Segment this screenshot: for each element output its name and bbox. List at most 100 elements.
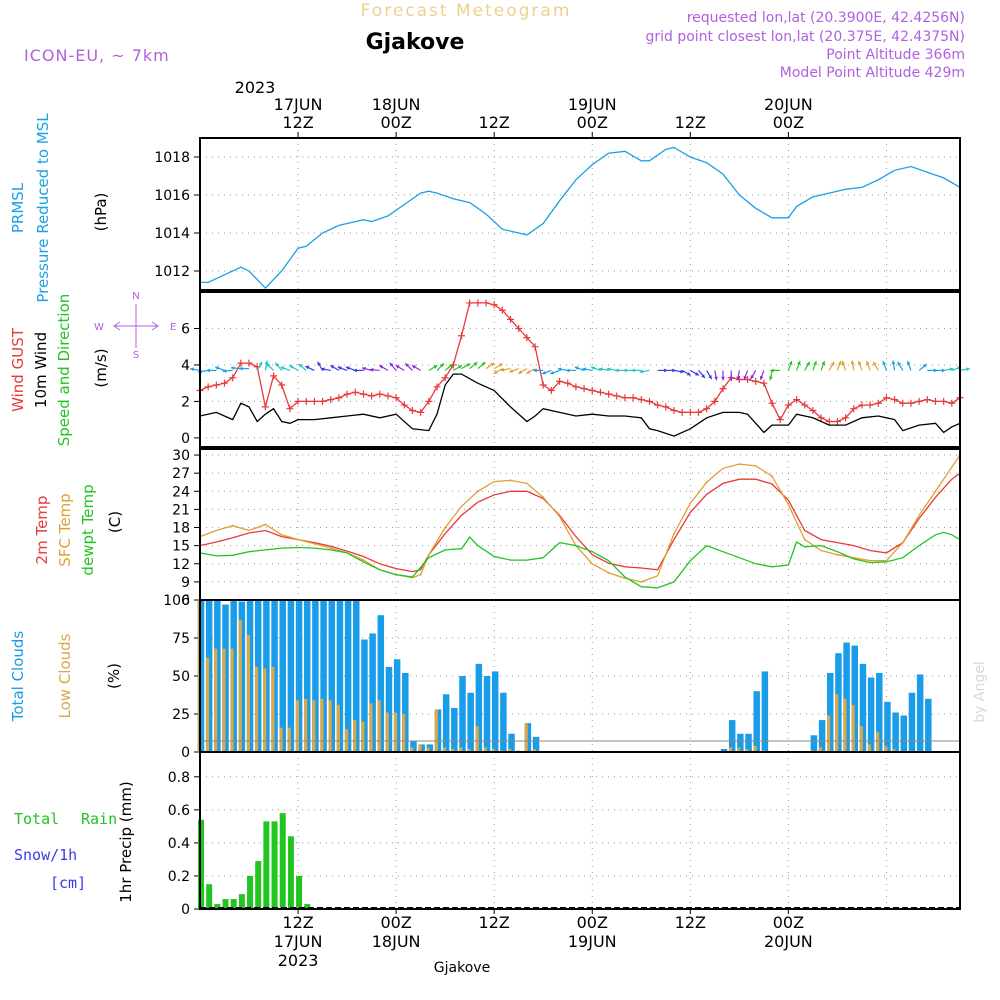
wind-arrow-head xyxy=(275,362,280,367)
total-cloud-bar xyxy=(876,672,883,752)
wind-arrow xyxy=(820,360,826,371)
gust-marker xyxy=(760,379,768,387)
low-cloud-bar xyxy=(271,666,275,752)
total-cloud-bar xyxy=(483,676,491,752)
wind-arrow xyxy=(206,368,217,373)
compass-w: W xyxy=(94,322,104,333)
gust-marker xyxy=(596,388,604,396)
gust-marker xyxy=(793,396,801,404)
wind-arrow-head xyxy=(330,365,335,369)
total-cloud-bar xyxy=(214,600,221,752)
bottom-date-label: 17JUN xyxy=(274,932,323,951)
total-cloud-bar xyxy=(491,671,499,752)
wind-arrow-head xyxy=(542,370,546,375)
low-cloud-bar xyxy=(728,747,733,752)
gust-marker xyxy=(694,408,702,416)
total-cloud-bar xyxy=(402,672,409,752)
low-cloud-bar xyxy=(737,747,741,752)
low-cloud-bar xyxy=(475,726,479,752)
wind-arrow-head xyxy=(837,361,842,365)
wind-arrow xyxy=(298,363,307,371)
gust-marker xyxy=(768,399,776,407)
bottom-hour-label: 00Z xyxy=(773,913,804,932)
wind-arrow xyxy=(436,362,445,371)
wind-label-gust: Wind GUST xyxy=(9,327,27,412)
wind-arrow-head xyxy=(623,368,627,373)
wind-arrow-head xyxy=(729,376,734,381)
gust-marker xyxy=(482,299,490,307)
sfc-temp-dot xyxy=(231,524,234,527)
gust-marker xyxy=(801,401,809,409)
bottom-hour-label: 00Z xyxy=(380,913,411,932)
wind-arrow-head xyxy=(389,362,394,367)
low-cloud-bar xyxy=(753,745,757,752)
gust-marker xyxy=(866,401,874,409)
gust-marker xyxy=(588,386,596,394)
rain-bar xyxy=(230,899,237,909)
low-cloud-bar xyxy=(312,700,316,752)
wind-arrow xyxy=(329,364,340,371)
low-cloud-bar xyxy=(451,748,455,752)
gust-marker xyxy=(564,379,572,387)
wind-arrow xyxy=(706,370,713,380)
total-cloud-bar xyxy=(867,677,875,752)
total-cloud-bar xyxy=(295,600,303,752)
gust-marker xyxy=(417,408,425,416)
total-cloud-bar xyxy=(361,639,368,752)
wind-arrow-head xyxy=(873,361,877,366)
panel-frame xyxy=(199,448,961,601)
wind-arrow xyxy=(836,360,842,371)
gust-marker xyxy=(629,394,637,402)
panel-frame xyxy=(199,291,961,448)
wind-arrow xyxy=(804,361,811,371)
wind-arrow-head xyxy=(206,368,210,373)
total-cloud-bar xyxy=(263,600,270,752)
temp-label-unit: (C) xyxy=(106,511,124,533)
low-cloud-bar xyxy=(483,747,487,752)
wind-arrow xyxy=(517,368,528,375)
low-cloud-bar xyxy=(532,748,537,752)
wind-arrow xyxy=(882,360,888,371)
sfc-temp-dot xyxy=(476,490,479,493)
gust-marker xyxy=(719,385,727,393)
wind-arrow xyxy=(857,360,863,371)
wind-arrow-head xyxy=(606,367,611,372)
rain-bar xyxy=(271,821,278,909)
wind-arrow-head xyxy=(882,361,887,365)
low-cloud-bar xyxy=(467,748,471,752)
total-cloud-bar xyxy=(434,709,442,752)
wind-arrow-head xyxy=(440,363,445,368)
gust-marker xyxy=(825,417,833,425)
gust-marker xyxy=(703,405,711,413)
wind-arrow-head xyxy=(222,369,227,373)
wind-arrow-head xyxy=(533,368,537,373)
wind-arrow xyxy=(256,361,263,371)
temp-label-2m: 2m Temp xyxy=(33,496,51,565)
total-cloud-bar xyxy=(418,744,425,752)
rain-bar xyxy=(296,875,303,909)
bottom-hour-label: 12Z xyxy=(675,913,706,932)
wind-arrow xyxy=(565,368,576,373)
total-cloud-bar xyxy=(385,666,393,752)
total-cloud-bar xyxy=(238,601,246,752)
gust-marker xyxy=(400,401,408,409)
sfc-temp-dot xyxy=(640,580,643,583)
precip-label-rain: Rain xyxy=(81,810,117,828)
wind-arrow xyxy=(639,369,650,374)
gust-marker xyxy=(278,381,286,389)
rain-bar xyxy=(255,861,262,909)
wind-arrow xyxy=(759,370,765,381)
low-cloud-bar xyxy=(835,694,839,752)
sfc-temp-dot xyxy=(509,479,512,482)
gust-marker xyxy=(850,405,858,413)
ytick-label: 0.4 xyxy=(168,836,190,852)
cloud-labels: Total Clouds Low Clouds (%) xyxy=(9,631,123,723)
ytick-label: 25 xyxy=(172,707,190,723)
total-cloud-bar xyxy=(451,707,458,752)
low-cloud-bar xyxy=(353,720,357,752)
wind-arrow-head xyxy=(770,368,774,373)
gust-marker xyxy=(359,390,367,398)
wind-arrow xyxy=(850,360,855,371)
total-cloud-bar xyxy=(426,744,434,752)
wind-arrow-head xyxy=(806,361,810,366)
